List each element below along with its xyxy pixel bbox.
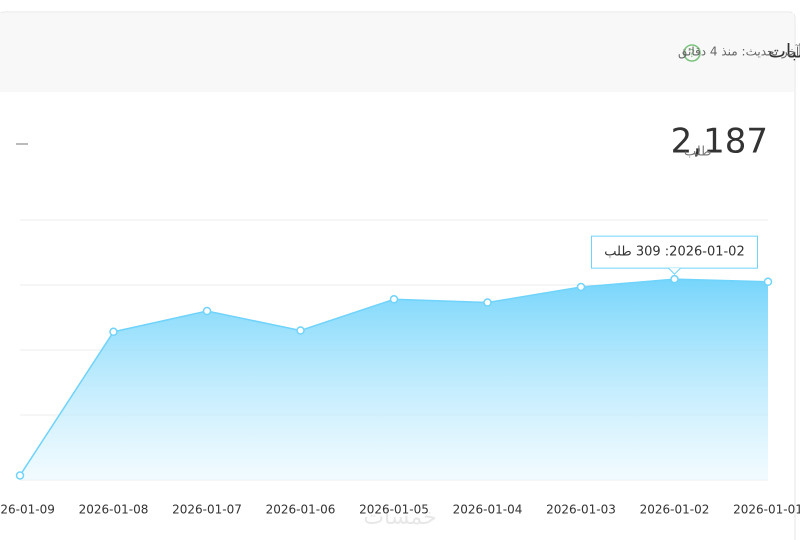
x-tick-label: 2026-01-07 <box>172 503 242 517</box>
help-icon[interactable] <box>683 44 701 62</box>
x-tick-label: 2026-01-01 <box>733 503 800 517</box>
tooltip-box <box>591 235 758 269</box>
point <box>483 298 492 307</box>
x-tick-label: 2026-01-06 <box>266 503 336 517</box>
help-icon-mark: ? <box>689 47 695 60</box>
area <box>20 279 768 480</box>
x-tick-label: 2026-01-09 <box>0 503 55 517</box>
point <box>576 282 586 292</box>
point <box>670 274 679 284</box>
watermark: خمسات <box>363 505 436 530</box>
card-header <box>0 13 794 92</box>
x-tick-label: 2026-01-05 <box>359 503 429 517</box>
point <box>109 327 118 337</box>
tooltip-arrow <box>668 267 681 275</box>
point <box>202 306 212 316</box>
point <box>296 326 305 335</box>
tooltip-text: 2026-01-02: 309 طلب <box>604 245 744 260</box>
point <box>389 295 399 304</box>
point <box>15 471 25 480</box>
plot: 2026-01-09 2026-01-08 2026-01-07 2026-01-06… <box>0 219 800 517</box>
x-tick-label: 2026-01-04 <box>453 503 523 517</box>
x-tick-label: 2026-01-08 <box>79 503 149 517</box>
total-unit: طلب <box>684 145 711 160</box>
last-updated: آخر تحديث: منذ 4 دقائق <box>678 44 800 60</box>
point <box>763 277 773 286</box>
total: 2,187 <box>671 122 768 162</box>
x-tick-label: 2026-01-03 <box>546 503 616 517</box>
title: الطلبات <box>768 41 800 63</box>
x-tick-label: 2026-01-02 <box>640 503 710 517</box>
